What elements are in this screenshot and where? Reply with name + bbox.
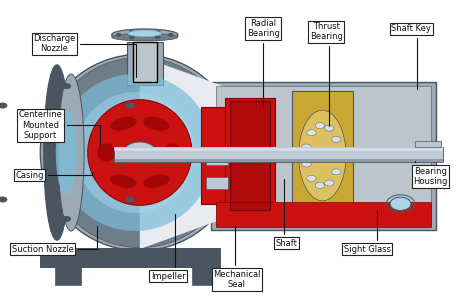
Bar: [114, 147, 443, 162]
Text: Casing: Casing: [15, 171, 92, 180]
FancyBboxPatch shape: [206, 177, 228, 189]
Ellipse shape: [111, 34, 178, 41]
FancyBboxPatch shape: [216, 202, 431, 226]
Circle shape: [125, 197, 135, 203]
Ellipse shape: [128, 31, 161, 37]
Ellipse shape: [97, 143, 116, 162]
Bar: [114, 159, 443, 162]
Ellipse shape: [143, 174, 170, 188]
Circle shape: [307, 175, 316, 182]
FancyBboxPatch shape: [211, 82, 436, 230]
Circle shape: [125, 102, 135, 108]
FancyBboxPatch shape: [201, 107, 232, 204]
Ellipse shape: [57, 74, 213, 231]
Circle shape: [168, 33, 173, 37]
Ellipse shape: [58, 74, 84, 231]
Polygon shape: [140, 56, 239, 249]
Circle shape: [123, 142, 156, 163]
Ellipse shape: [110, 117, 137, 131]
Circle shape: [0, 102, 8, 108]
FancyBboxPatch shape: [133, 42, 157, 82]
Text: Suction Nozzle: Suction Nozzle: [12, 226, 97, 254]
Circle shape: [334, 153, 344, 159]
Circle shape: [325, 125, 334, 131]
Circle shape: [331, 136, 341, 142]
Circle shape: [325, 180, 334, 186]
Bar: [40, 248, 220, 267]
Ellipse shape: [111, 29, 178, 40]
Text: Radial
Bearing: Radial Bearing: [246, 19, 280, 106]
Text: Centerline
Mounted
Support: Centerline Mounted Support: [18, 111, 100, 145]
FancyBboxPatch shape: [216, 86, 431, 225]
Ellipse shape: [76, 92, 194, 213]
Bar: [55, 266, 81, 285]
FancyBboxPatch shape: [230, 101, 270, 210]
Ellipse shape: [164, 143, 182, 162]
Text: Mechanical
Seal: Mechanical Seal: [213, 225, 261, 289]
FancyBboxPatch shape: [292, 91, 353, 220]
Circle shape: [129, 36, 135, 39]
Ellipse shape: [45, 57, 235, 248]
Ellipse shape: [299, 110, 346, 201]
Ellipse shape: [88, 100, 192, 205]
Circle shape: [301, 144, 311, 150]
Text: Shaft Key: Shaft Key: [392, 24, 431, 89]
Circle shape: [116, 33, 121, 37]
Circle shape: [315, 182, 325, 188]
Text: Sight Glass: Sight Glass: [344, 210, 391, 254]
Circle shape: [315, 123, 325, 129]
Ellipse shape: [56, 110, 77, 195]
Circle shape: [155, 30, 161, 34]
Text: Thrust
Bearing: Thrust Bearing: [310, 22, 343, 126]
Bar: [415, 141, 441, 147]
Ellipse shape: [44, 65, 70, 240]
Circle shape: [0, 197, 8, 203]
FancyBboxPatch shape: [127, 42, 163, 85]
Bar: [114, 147, 443, 151]
Ellipse shape: [40, 54, 239, 251]
Circle shape: [155, 36, 161, 39]
Ellipse shape: [110, 174, 137, 188]
Text: Shaft: Shaft: [276, 179, 298, 248]
Text: Impeller: Impeller: [151, 214, 186, 281]
Circle shape: [62, 83, 71, 89]
Circle shape: [129, 30, 135, 34]
Bar: [192, 266, 218, 285]
Circle shape: [62, 216, 71, 222]
Text: Bearing
Housing: Bearing Housing: [413, 161, 447, 186]
Text: Discharge
Nozzle: Discharge Nozzle: [33, 34, 136, 77]
FancyBboxPatch shape: [206, 153, 228, 165]
Circle shape: [331, 169, 341, 175]
Circle shape: [390, 197, 411, 210]
FancyBboxPatch shape: [225, 98, 275, 213]
Circle shape: [307, 130, 316, 136]
Ellipse shape: [143, 117, 170, 131]
Circle shape: [301, 161, 311, 167]
Circle shape: [152, 149, 161, 156]
